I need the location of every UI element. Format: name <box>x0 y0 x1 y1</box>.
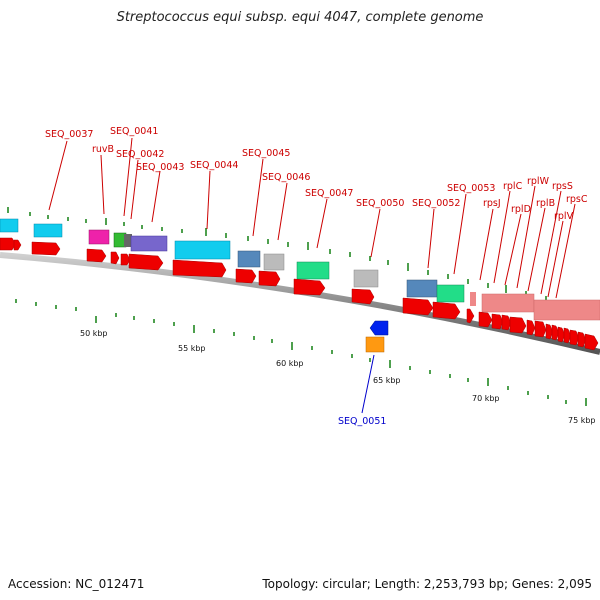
ruler-label-50: 50 kbp <box>80 329 108 338</box>
feature-label-seq0037: SEQ_0037 <box>45 129 93 140</box>
feature-labels: SEQ_0037 SEQ_0041 ruvB SEQ_0042 SEQ_0043… <box>45 126 588 427</box>
feature-label-seq0045: SEQ_0045 <box>242 148 290 159</box>
ruler-label-65: 65 kbp <box>373 376 401 385</box>
cds-arrow <box>509 316 527 334</box>
feature-label-seq0047: SEQ_0047 <box>305 188 353 199</box>
label-leaders <box>48 137 576 299</box>
genome-title: Streptococcus equi subsp. equi 4047, com… <box>116 10 484 25</box>
cog-block <box>33 223 63 238</box>
cds-arrow <box>258 270 281 287</box>
feature-label-seq0043: SEQ_0043 <box>136 162 184 173</box>
genome-stats-text: Topology: circular; Length: 2,253,793 bp… <box>262 577 592 591</box>
cds-arrow <box>235 268 257 284</box>
cog-block <box>174 240 231 260</box>
cds-arrow <box>584 333 599 351</box>
cog-block <box>263 253 285 271</box>
cds-arrow <box>545 323 554 340</box>
cds-arrow <box>31 241 61 256</box>
cog-block <box>0 218 19 233</box>
cds-arrow <box>120 253 131 266</box>
cog-block <box>296 261 330 280</box>
cog-block <box>130 235 168 252</box>
cog-block <box>406 279 438 298</box>
feature-label-rpss: rpsS <box>552 181 573 192</box>
reverse-cds-arrow <box>369 320 389 336</box>
cds-arrow <box>569 329 580 346</box>
cds-arrow <box>551 324 560 341</box>
feature-label-seq0050: SEQ_0050 <box>356 198 404 209</box>
feature-label-rpsj: rpsJ <box>483 198 501 209</box>
cds-arrow <box>110 251 120 265</box>
cog-block <box>533 299 600 321</box>
feature-label-rplb: rplB <box>536 198 555 209</box>
accession-text: Accession: NC_012471 <box>8 577 145 591</box>
cds-arrow <box>172 259 227 278</box>
cog-block <box>237 250 261 268</box>
cds-arrow <box>501 314 512 331</box>
feature-label-seq0042: SEQ_0042 <box>116 149 164 160</box>
cds-arrows <box>0 237 599 351</box>
feature-label-rpsc: rpsC <box>566 194 588 205</box>
cds-arrow <box>534 320 547 338</box>
ruler-tick-row <box>15 299 587 406</box>
cds-arrow <box>402 297 434 316</box>
upper-tick-row <box>7 207 587 310</box>
feature-label-seq0052: SEQ_0052 <box>412 198 460 209</box>
feature-label-rplc: rplC <box>503 181 523 192</box>
cds-arrow <box>478 311 493 328</box>
cds-arrow <box>13 239 22 251</box>
cds-arrow <box>577 331 587 348</box>
ruler-label-55: 55 kbp <box>178 344 206 353</box>
cds-arrow <box>491 313 504 330</box>
feature-label-ruvb: ruvB <box>92 144 114 155</box>
cds-arrow <box>557 326 566 343</box>
cds-arrow <box>563 327 572 344</box>
cds-arrow <box>351 288 375 305</box>
cds-arrow <box>432 301 461 320</box>
label-leader-seq0051 <box>361 354 375 414</box>
cog-block <box>436 284 465 303</box>
cog-block <box>124 234 132 247</box>
cds-arrow <box>86 248 107 263</box>
feature-label-seq0044: SEQ_0044 <box>190 160 238 171</box>
feature-label-seq0046: SEQ_0046 <box>262 172 310 183</box>
cog-block <box>88 229 110 245</box>
feature-label-seq0053: SEQ_0053 <box>447 183 495 194</box>
reverse-cog-block <box>365 336 385 353</box>
ruler-label-60: 60 kbp <box>276 359 304 368</box>
feature-label-rplw: rplW <box>527 176 550 187</box>
cds-arrow <box>526 319 536 336</box>
cog-block <box>353 269 379 288</box>
feature-label-rplv: rplV <box>554 211 574 222</box>
ruler-label-70: 70 kbp <box>472 394 500 403</box>
cds-arrow <box>128 253 164 271</box>
ruler-label-75: 75 kbp <box>568 416 596 425</box>
cds-arrow <box>466 308 475 324</box>
feature-label-seq0041: SEQ_0041 <box>110 126 158 137</box>
feature-label-rpld: rplD <box>511 204 531 215</box>
cds-arrow <box>293 278 326 296</box>
feature-label-seq0051: SEQ_0051 <box>338 416 386 427</box>
cog-block <box>481 293 535 313</box>
cog-block <box>470 292 476 306</box>
cog-blocks <box>0 218 600 321</box>
cds-arrow <box>0 237 17 251</box>
